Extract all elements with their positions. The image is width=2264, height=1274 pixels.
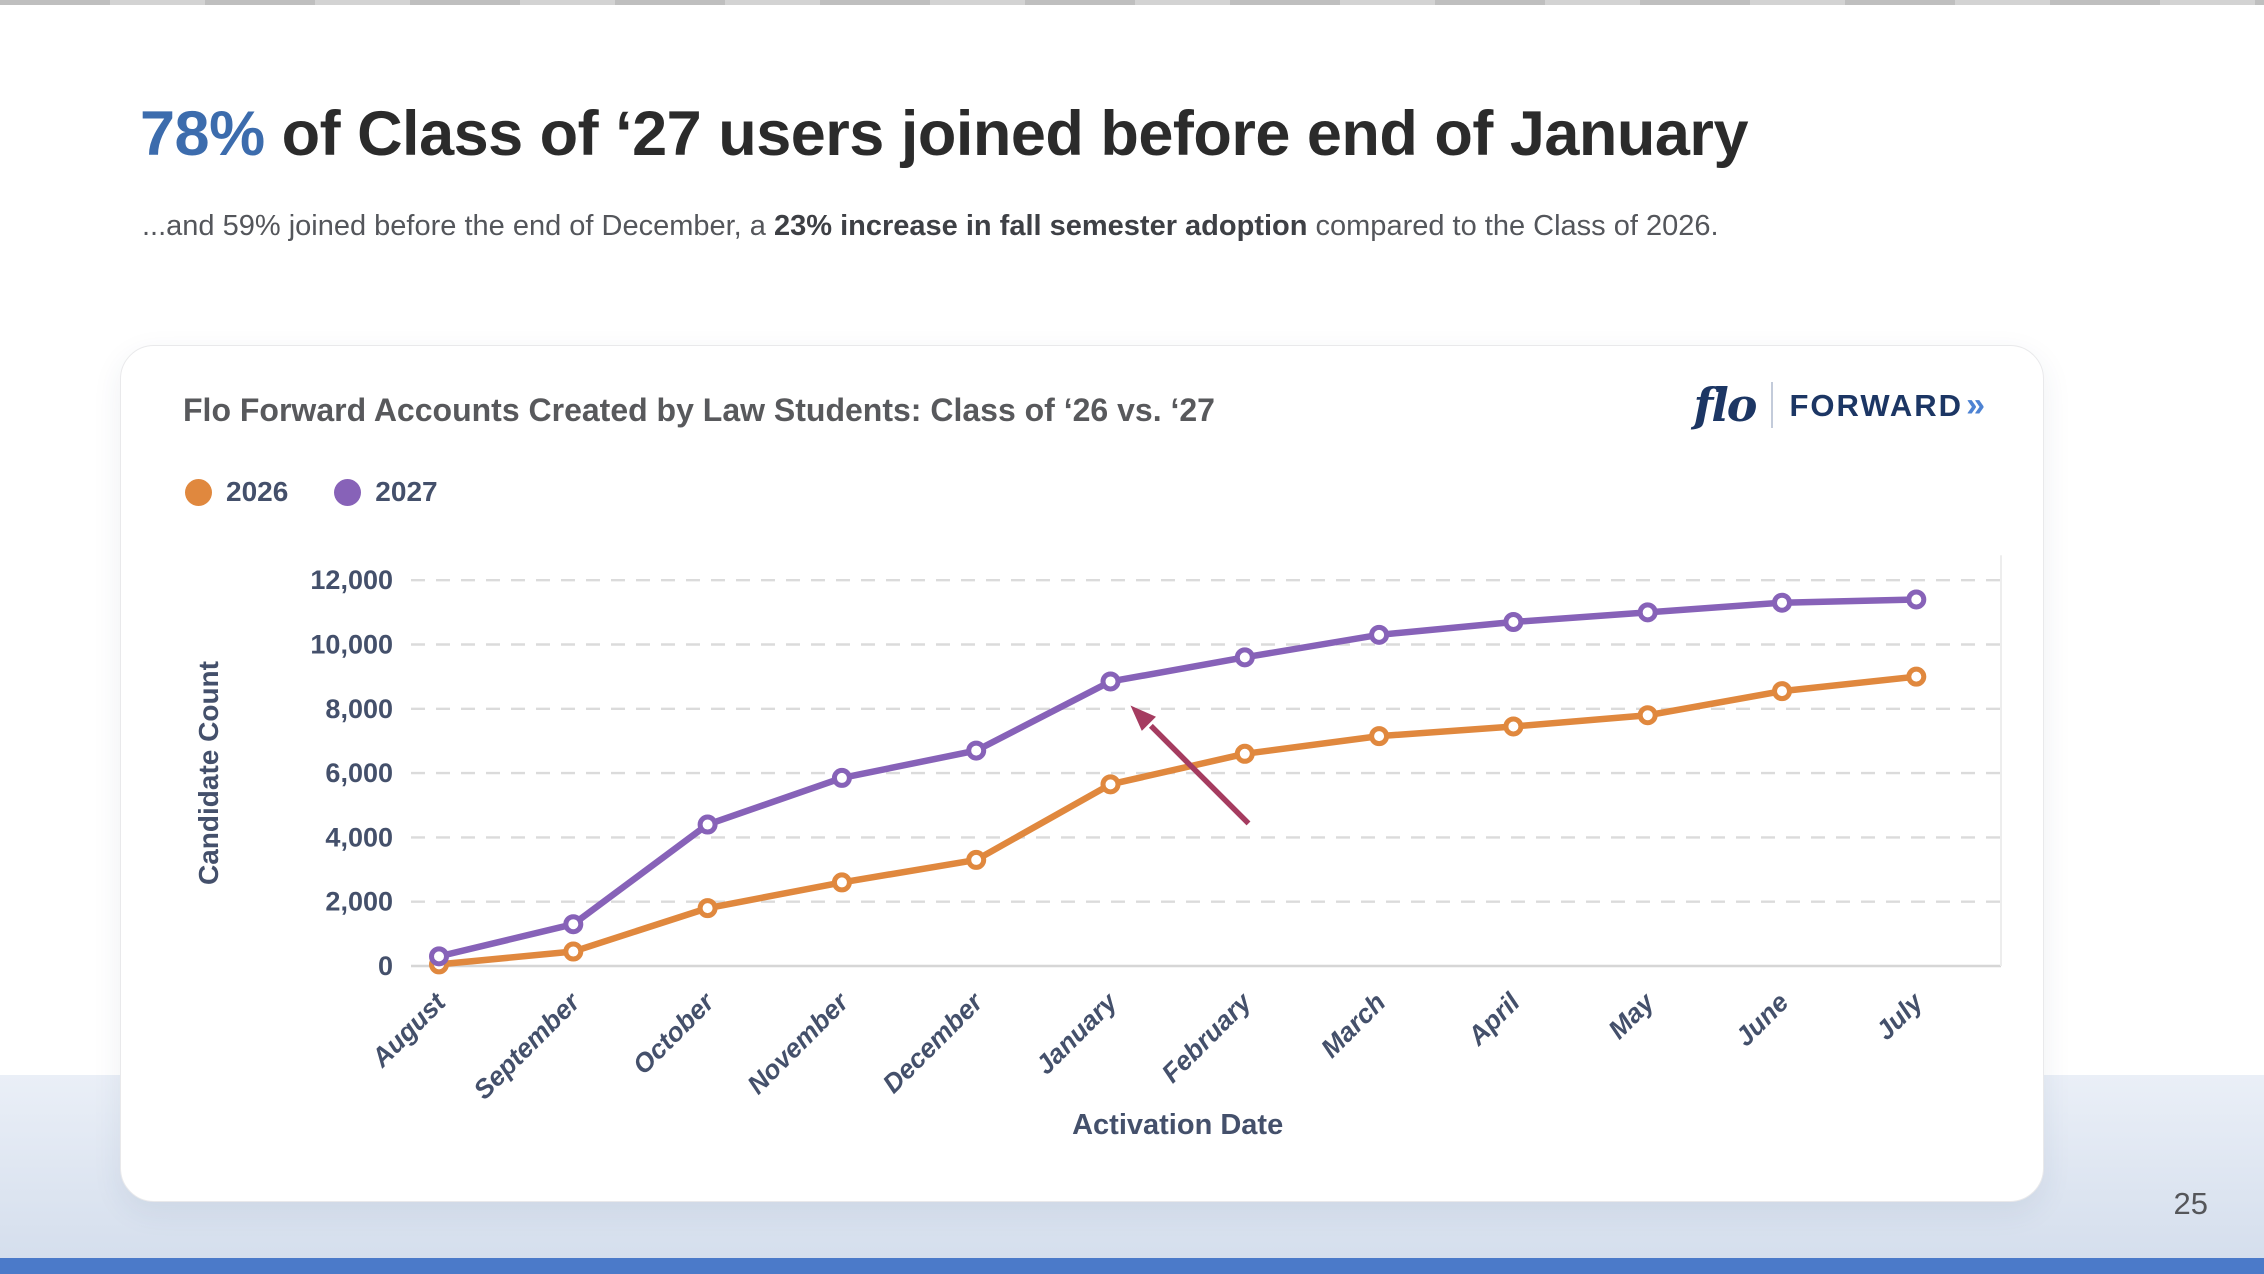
slide-subtitle: ...and 59% joined before the end of Dece…: [142, 210, 1719, 243]
subtitle-bold: 23% increase in fall semester adoption: [773, 210, 1308, 242]
x-tick-label: March: [1315, 987, 1391, 1063]
logo-divider: [1771, 382, 1774, 428]
x-tick-label: January: [1030, 986, 1124, 1080]
data-point-2026-January: [1100, 774, 1121, 795]
chart-title: Flo Forward Accounts Created by Law Stud…: [183, 392, 1215, 428]
x-tick-label: May: [1602, 986, 1661, 1045]
x-tick-label: October: [627, 986, 721, 1080]
series-line-2026: [435, 673, 1920, 968]
top-progress-strip: [0, 0, 2264, 5]
data-point-2027-July: [1906, 589, 1927, 610]
legend-label: 2027: [375, 476, 438, 507]
y-tick-label: 8,000: [325, 694, 393, 724]
data-point-2026-May: [1637, 705, 1658, 726]
x-axis-title: Activation Date: [1072, 1109, 1283, 1141]
data-point-2026-September: [563, 941, 584, 962]
data-point-2027-October: [697, 814, 718, 835]
y-axis-title: Candidate Count: [193, 661, 224, 885]
data-point-2026-February: [1234, 743, 1255, 764]
legend-label: 2026: [226, 476, 289, 507]
annotation-arrow-shaft: [1148, 723, 1251, 826]
subtitle-post: compared to the Class of 2026.: [1307, 210, 1719, 242]
data-point-2027-March: [1369, 624, 1390, 645]
data-point-2026-October: [697, 898, 718, 919]
y-tick-label: 0: [378, 951, 393, 981]
x-tick-label: February: [1156, 986, 1258, 1088]
double-chevron-icon: »: [1966, 386, 1985, 424]
data-point-2026-March: [1369, 726, 1390, 747]
data-point-2027-December: [966, 740, 987, 761]
data-point-2026-November: [831, 872, 852, 893]
y-tick-label: 2,000: [325, 887, 393, 917]
y-tick-label: 10,000: [310, 630, 393, 660]
data-point-2026-December: [966, 849, 987, 870]
y-tick-label: 4,000: [325, 822, 393, 852]
data-point-2027-June: [1772, 592, 1792, 613]
data-point-2026-July: [1906, 666, 1927, 687]
forward-wordmark: FORWARD: [1789, 387, 1964, 423]
bottom-accent-strip: [0, 1258, 2264, 1274]
flo-logo-script: flo: [1693, 378, 1758, 432]
page-number: 25: [2173, 1186, 2208, 1221]
x-tick-label: December: [877, 986, 990, 1099]
data-point-2026-April: [1503, 716, 1524, 737]
data-point-2027-January: [1100, 671, 1121, 692]
series-line-2027: [435, 596, 1920, 960]
chart-card: Flo Forward Accounts Created by Law Stud…: [120, 345, 2044, 1202]
x-tick-label: November: [741, 986, 855, 1100]
legend-item-2027: 2027: [334, 476, 438, 508]
data-point-2027-November: [831, 767, 852, 788]
data-point-2027-February: [1234, 647, 1255, 668]
x-tick-label: June: [1729, 987, 1794, 1052]
x-tick-label: September: [467, 986, 586, 1105]
flo-forward-logo: flo FORWARD »: [1694, 382, 1985, 428]
y-tick-label: 6,000: [325, 758, 393, 788]
data-point-2026-June: [1772, 681, 1792, 702]
data-point-2027-April: [1503, 611, 1524, 632]
chart-legend: 2026 2027: [185, 476, 438, 508]
x-tick-label: April: [1461, 987, 1526, 1052]
headline-text: of Class of ‘27 users joined before end …: [264, 99, 1749, 169]
data-point-2027-September: [563, 914, 584, 935]
data-point-2027-August: [429, 946, 449, 967]
x-tick-label: August: [365, 986, 452, 1073]
x-tick-label: July: [1870, 986, 1930, 1046]
y-tick-label: 12,000: [310, 565, 393, 595]
headline-percentage: 78%: [140, 99, 265, 169]
annotation-arrow-head: [1130, 705, 1156, 731]
legend-dot: [185, 478, 212, 506]
data-point-2027-May: [1637, 602, 1658, 623]
legend-dot: [334, 478, 362, 506]
subtitle-pre: ...and 59% joined before the end of Dece…: [142, 210, 774, 242]
legend-item-2026: 2026: [185, 476, 288, 508]
accounts-line-chart: 0 2,000 4,000 6,000 8,000 10,000 12,000 August S…: [193, 555, 2002, 1141]
slide-headline: 78% of Class of ‘27 users joined before …: [140, 99, 1749, 169]
